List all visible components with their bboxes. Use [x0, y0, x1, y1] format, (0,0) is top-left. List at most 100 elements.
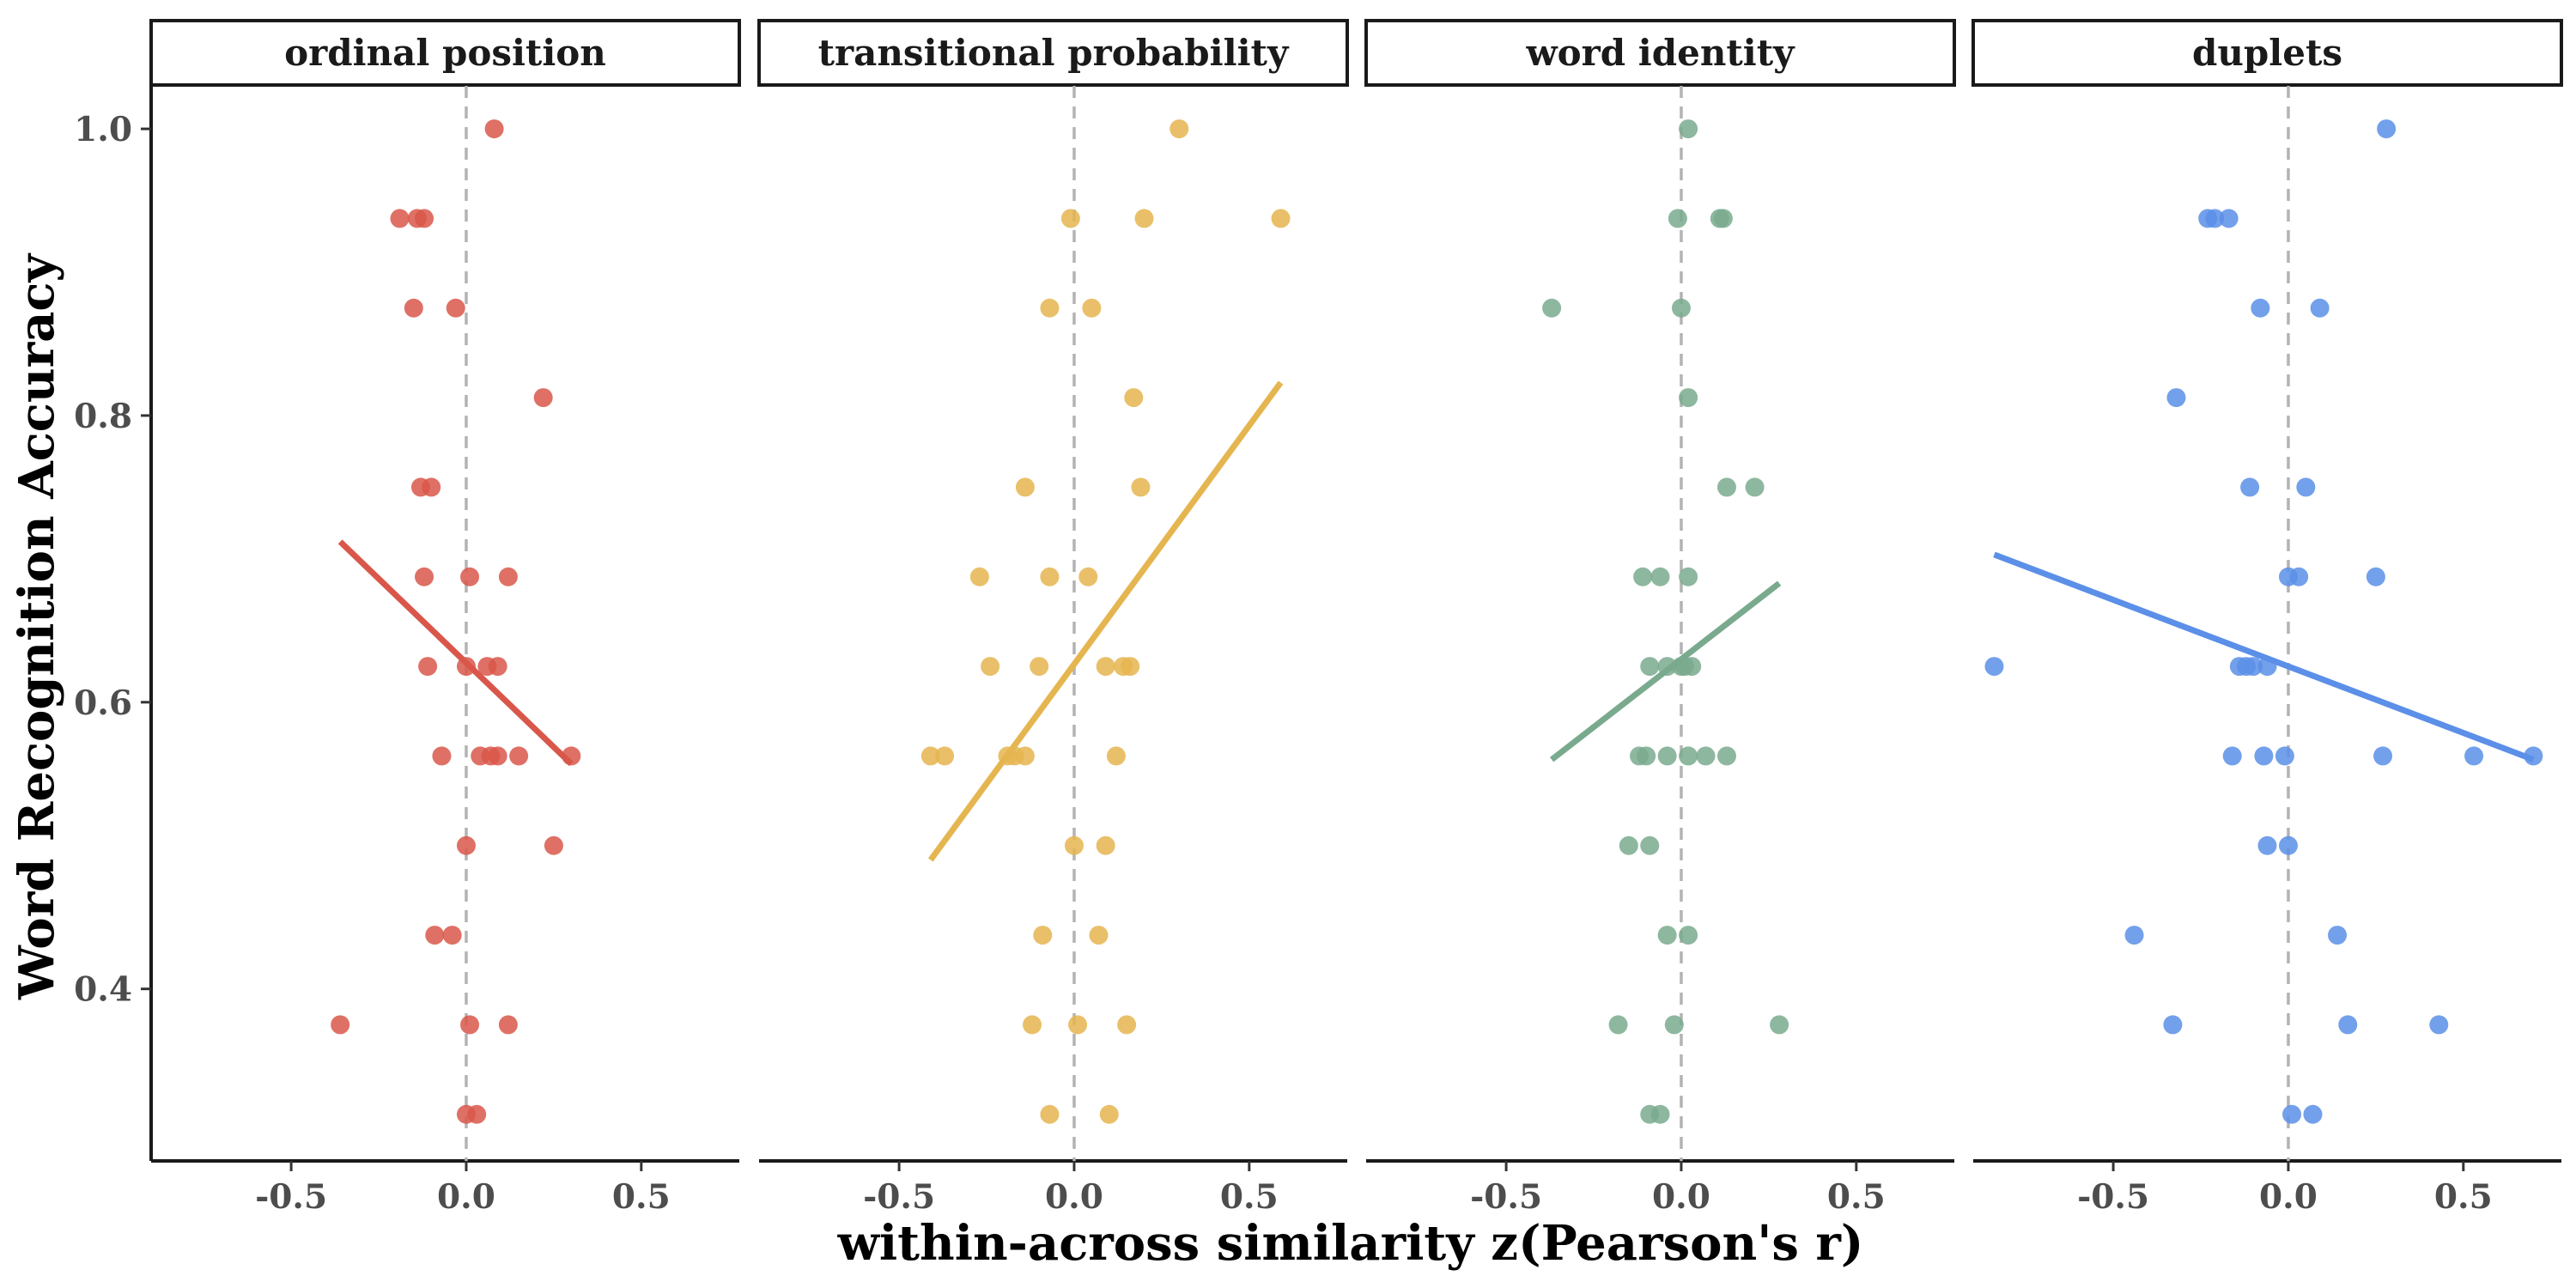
data-point — [1124, 388, 1144, 408]
data-point — [2310, 298, 2330, 318]
data-point — [2205, 209, 2225, 228]
data-point — [484, 119, 504, 139]
y-tick-label: 0.4 — [74, 970, 132, 1010]
facet-label: ordinal position — [284, 32, 606, 74]
data-point — [2166, 388, 2186, 408]
data-point — [1716, 746, 1736, 766]
data-point — [1679, 388, 1698, 408]
data-point — [1984, 657, 2004, 677]
data-point — [2163, 1015, 2183, 1035]
x-tick-label: -0.5 — [863, 1177, 935, 1217]
data-point — [1040, 1104, 1060, 1124]
data-point — [1650, 567, 1670, 586]
facet-strip — [757, 19, 1349, 87]
data-point — [1608, 1015, 1628, 1035]
facet-strip — [1364, 19, 1956, 87]
data-point — [488, 657, 507, 677]
data-point — [1671, 298, 1691, 318]
x-tick-label: 0.0 — [2259, 1177, 2318, 1217]
data-point — [1679, 746, 1698, 766]
x-axis-title: within-across similarity z(Pearson's r) — [837, 1215, 1864, 1272]
panel-4: duplets -0.5 0.0 0.5 — [1971, 19, 2563, 1217]
regression-line — [1549, 580, 1782, 762]
x-tick-label: 0.5 — [612, 1177, 671, 1217]
data-point — [1696, 746, 1716, 766]
data-point — [456, 835, 476, 855]
data-point — [1619, 835, 1638, 855]
data-point — [331, 1015, 350, 1035]
data-point — [509, 746, 529, 766]
y-axis: 0.4 0.6 0.8 1.0 — [74, 86, 153, 1161]
data-point — [2282, 1104, 2302, 1124]
data-point — [1664, 1015, 1684, 1035]
data-point — [1068, 1015, 1088, 1035]
data-point — [1170, 119, 1189, 139]
data-point — [1650, 1104, 1670, 1124]
data-point — [2240, 477, 2260, 497]
panel-3: word identity -0.5 0.0 0.5 — [1364, 19, 1956, 1217]
data-point — [544, 835, 563, 855]
data-point — [1121, 657, 1140, 677]
data-point — [2377, 119, 2397, 139]
data-point — [2251, 298, 2270, 318]
data-point — [418, 657, 438, 677]
data-point — [1099, 1104, 1119, 1124]
data-point — [498, 1015, 518, 1035]
data-point — [404, 298, 423, 318]
data-point — [1134, 209, 1154, 228]
data-point — [422, 477, 441, 497]
x-tick-label: -0.5 — [1470, 1177, 1542, 1217]
data-point — [415, 567, 434, 586]
data-point — [1640, 657, 1660, 677]
data-point — [1023, 1015, 1042, 1035]
data-point — [1078, 567, 1098, 586]
y-tick-label: 1.0 — [74, 110, 132, 149]
facet-strip — [149, 19, 741, 87]
data-point — [498, 567, 518, 586]
data-point — [1033, 926, 1053, 945]
data-point — [969, 567, 989, 586]
data-point — [2289, 567, 2309, 586]
data-point — [390, 209, 410, 228]
data-point — [1679, 119, 1698, 139]
data-point — [432, 746, 452, 766]
data-point — [1679, 567, 1698, 586]
panel-1: ordinal position -0.5 0.0 0.5 — [149, 19, 741, 1217]
data-point — [1015, 746, 1035, 766]
data-point — [533, 388, 553, 408]
data-point — [2464, 746, 2484, 766]
data-point — [446, 298, 465, 318]
x-tick-label: 0.5 — [1220, 1177, 1279, 1217]
data-point — [1657, 926, 1677, 945]
data-point — [1096, 657, 1115, 677]
x-tick-label: -0.5 — [255, 1177, 327, 1217]
data-point — [1030, 657, 1049, 677]
data-point — [2244, 657, 2263, 677]
data-point — [1060, 209, 1080, 228]
data-point — [2303, 1104, 2323, 1124]
data-point — [467, 1104, 487, 1124]
data-point — [1015, 477, 1035, 497]
data-point — [1682, 657, 1702, 677]
data-point — [2373, 746, 2393, 766]
x-tick-label: -0.5 — [2077, 1177, 2149, 1217]
x-tick-label: 0.5 — [1827, 1177, 1886, 1217]
data-point — [1637, 746, 1656, 766]
y-tick-label: 0.6 — [74, 683, 132, 723]
data-point — [1106, 746, 1126, 766]
data-point — [2328, 926, 2348, 945]
y-axis-title: Word Recognition Accuracy — [9, 253, 65, 1001]
facet-strip — [1971, 19, 2563, 87]
data-point — [935, 746, 955, 766]
data-point — [2275, 746, 2294, 766]
data-point — [2124, 926, 2144, 945]
data-point — [1131, 477, 1151, 497]
data-point — [1040, 298, 1060, 318]
data-point — [2278, 835, 2298, 855]
data-point — [920, 746, 940, 766]
data-point — [2219, 209, 2239, 228]
data-point — [442, 926, 462, 945]
data-point — [2257, 835, 2277, 855]
y-tick-label: 0.8 — [74, 397, 132, 436]
